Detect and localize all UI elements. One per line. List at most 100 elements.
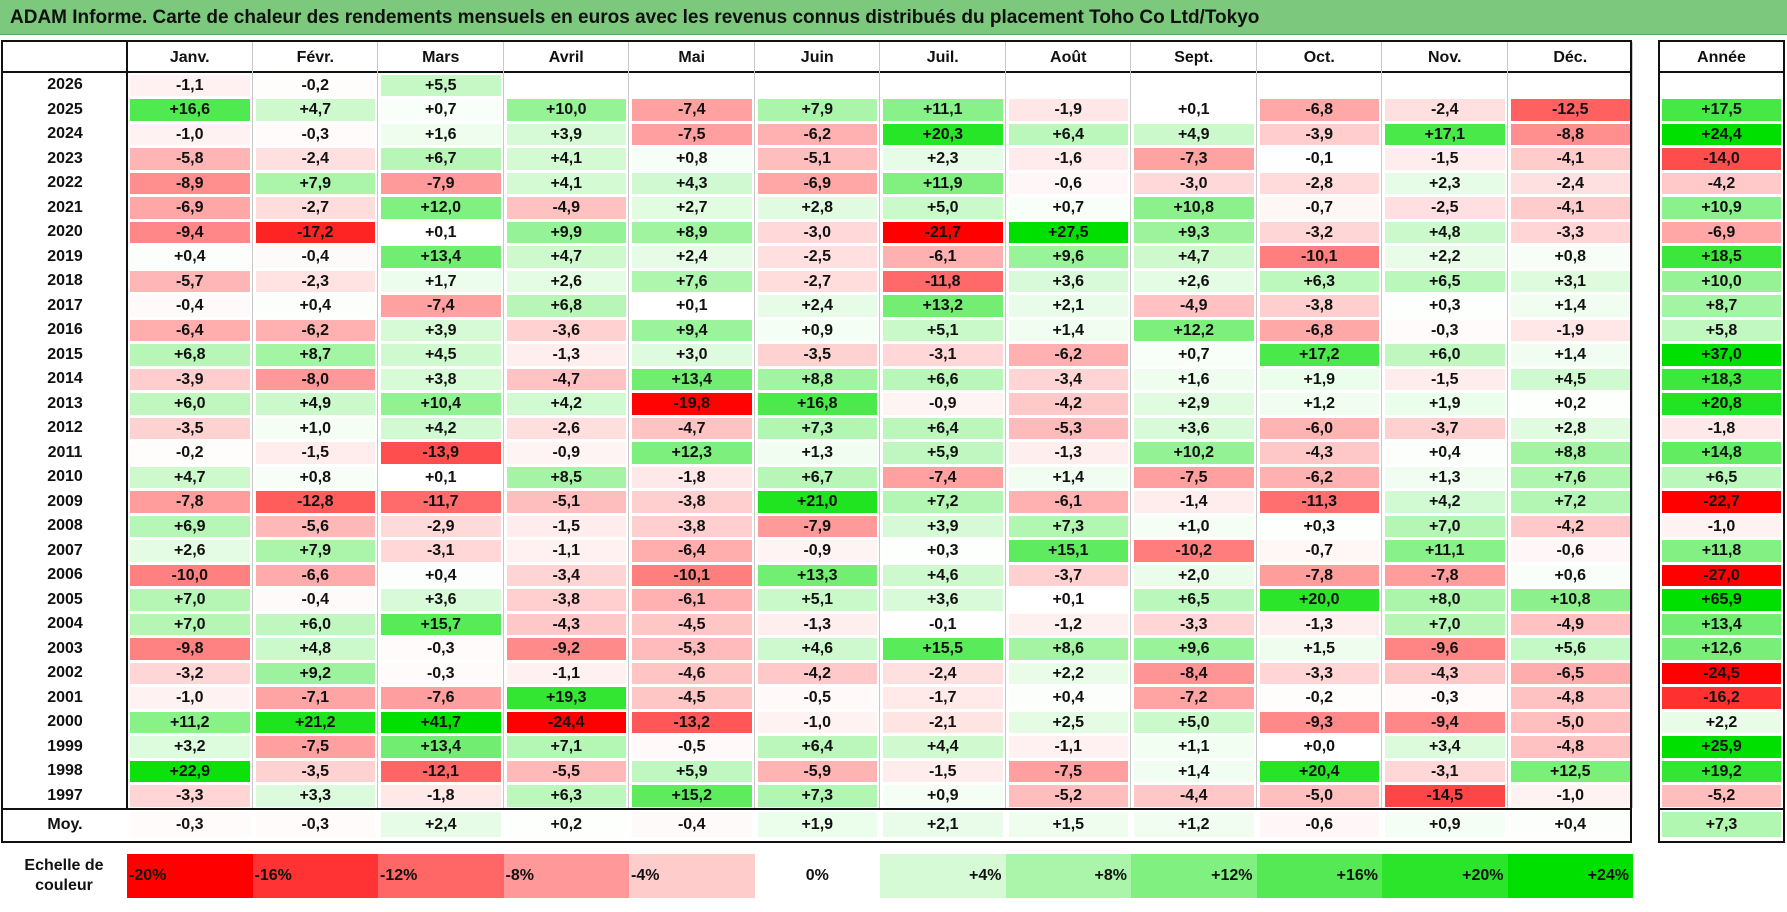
heatmap-cell: -3,1 bbox=[1385, 760, 1505, 782]
heatmap-cell: +2,8 bbox=[757, 197, 877, 219]
heatmap-cell: +6,8 bbox=[506, 295, 626, 317]
heatmap-cell: -6,1 bbox=[632, 589, 752, 611]
month-header: Déc. bbox=[1553, 49, 1588, 66]
heatmap-cell: +3,6 bbox=[1008, 270, 1128, 292]
heatmap-cell: -3,9 bbox=[130, 368, 250, 390]
heatmap-cell: +5,5 bbox=[381, 74, 501, 96]
title-bar: ADAM Informe. Carte de chaleur des rende… bbox=[0, 0, 1787, 35]
year-label: 2017 bbox=[47, 296, 83, 314]
heatmap-cell: -3,2 bbox=[1259, 221, 1379, 243]
heatmap-cell: +1,0 bbox=[255, 417, 375, 439]
heatmap-cell: -5,3 bbox=[632, 638, 752, 660]
heatmap-cell: -0,9 bbox=[506, 442, 626, 464]
heatmap-cell: +6,7 bbox=[757, 466, 877, 488]
legend-swatch: +12% bbox=[1131, 854, 1257, 898]
year-label: 2012 bbox=[47, 419, 83, 436]
heatmap-cell: +5,6 bbox=[1510, 638, 1630, 660]
heatmap-cell: -1,1 bbox=[130, 74, 250, 96]
year-label: 2006 bbox=[47, 566, 83, 583]
column-divider bbox=[377, 42, 378, 808]
heatmap-cell: -2,6 bbox=[506, 417, 626, 439]
heatmap-cell: -7,8 bbox=[1259, 564, 1379, 586]
month-header: Juil. bbox=[926, 49, 959, 66]
heatmap-cell: +11,9 bbox=[883, 172, 1003, 194]
year-label: 2020 bbox=[47, 223, 83, 240]
heatmap-cell: -7,9 bbox=[757, 515, 877, 537]
heatmap-cell: -0,2 bbox=[130, 442, 250, 464]
legend-swatch: -4% bbox=[629, 854, 755, 898]
heatmap-cell: -8,9 bbox=[130, 172, 250, 194]
heatmap-cell: -24,4 bbox=[506, 711, 626, 733]
heatmap-cell: +5,1 bbox=[757, 589, 877, 611]
heatmap-cell: -21,7 bbox=[883, 221, 1003, 243]
heatmap-cell: +12,0 bbox=[381, 197, 501, 219]
heatmap-cell: +6,0 bbox=[130, 393, 250, 415]
heatmap-cell: +7,3 bbox=[757, 785, 877, 807]
month-header: Mai bbox=[678, 49, 706, 66]
heatmap-cell: +27,5 bbox=[1008, 221, 1128, 243]
month-header: Juin bbox=[800, 49, 834, 66]
heatmap-cell: -11,7 bbox=[381, 491, 501, 513]
heatmap-cell: -1,5 bbox=[255, 442, 375, 464]
annual-cell: -14,0 bbox=[1662, 148, 1781, 170]
heatmap-cell: +9,6 bbox=[1008, 246, 1128, 268]
heatmap-cell: +6,5 bbox=[1385, 270, 1505, 292]
heatmap-cell: +4,5 bbox=[381, 344, 501, 366]
heatmap-cell: +2,6 bbox=[130, 540, 250, 562]
heatmap-cell: -4,9 bbox=[506, 197, 626, 219]
year-label: 2004 bbox=[47, 615, 83, 632]
heatmap-cell: +0,4 bbox=[1385, 442, 1505, 464]
heatmap-cell: +7,6 bbox=[1510, 466, 1630, 488]
heatmap-cell: -0,7 bbox=[1259, 540, 1379, 562]
heatmap-cell: +1,5 bbox=[1259, 638, 1379, 660]
legend-swatch: -20% bbox=[127, 854, 253, 898]
year-label: 2002 bbox=[47, 664, 83, 681]
annual-cell: +24,4 bbox=[1662, 123, 1781, 145]
heatmap-cell: +6,3 bbox=[506, 785, 626, 807]
heatmap-cell: -1,5 bbox=[883, 760, 1003, 782]
heatmap-cell: -11,3 bbox=[1259, 491, 1379, 513]
heatmap-cell: +8,6 bbox=[1008, 638, 1128, 660]
heatmap-cell: +2,4 bbox=[757, 295, 877, 317]
heatmap-cell: -6,5 bbox=[1510, 662, 1630, 684]
year-label: 2015 bbox=[47, 345, 83, 363]
column-divider bbox=[251, 42, 253, 808]
year-label: 2026 bbox=[47, 76, 83, 93]
heatmap-cell: +3,9 bbox=[883, 515, 1003, 537]
heatmap-cell: +4,8 bbox=[1385, 221, 1505, 243]
heatmap-cell: +1,7 bbox=[381, 270, 501, 292]
heatmap-cell: +6,8 bbox=[130, 344, 250, 366]
heatmap-cell: +4,1 bbox=[506, 172, 626, 194]
month-header: Août bbox=[1050, 49, 1087, 66]
heatmap-cell: +3,2 bbox=[130, 736, 250, 758]
heatmap-cell: -7,8 bbox=[130, 491, 250, 513]
heatmap-cell: -10,1 bbox=[632, 564, 752, 586]
heatmap-cell: +19,3 bbox=[506, 687, 626, 709]
annual-cell: +6,5 bbox=[1662, 466, 1781, 488]
heatmap-cell: +10,0 bbox=[506, 99, 626, 121]
column-divider bbox=[1255, 42, 1257, 808]
heatmap-cell: +0,9 bbox=[757, 319, 877, 341]
heatmap-cell: -10,1 bbox=[1259, 246, 1379, 268]
heatmap-cell: +5,1 bbox=[883, 319, 1003, 341]
heatmap-cell: -8,0 bbox=[255, 368, 375, 390]
heatmap-cell: +3,9 bbox=[381, 319, 501, 341]
heatmap-cell: -2,4 bbox=[1510, 172, 1630, 194]
year-label: 2019 bbox=[47, 247, 83, 265]
heatmap-cell: -17,2 bbox=[255, 221, 375, 243]
heatmap-cell: -3,3 bbox=[1134, 613, 1254, 635]
heatmap-cell: +6,4 bbox=[757, 736, 877, 758]
heatmap-cell: -11,8 bbox=[883, 270, 1003, 292]
average-cell: +0,9 bbox=[1385, 812, 1505, 837]
heatmap-cell: -6,2 bbox=[1008, 344, 1128, 366]
heatmap-cell bbox=[506, 74, 626, 96]
heatmap-cell: +21,0 bbox=[757, 491, 877, 513]
column-divider bbox=[1004, 42, 1006, 808]
heatmap-cell: -0,1 bbox=[1259, 148, 1379, 170]
heatmap-cell: +22,9 bbox=[130, 760, 250, 782]
heatmap-cell: +2,0 bbox=[1134, 564, 1254, 586]
heatmap-cell: +1,6 bbox=[1134, 368, 1254, 390]
heatmap-cell: -1,7 bbox=[883, 687, 1003, 709]
heatmap-cell: +13,4 bbox=[632, 368, 752, 390]
heatmap-cell: +13,2 bbox=[883, 295, 1003, 317]
